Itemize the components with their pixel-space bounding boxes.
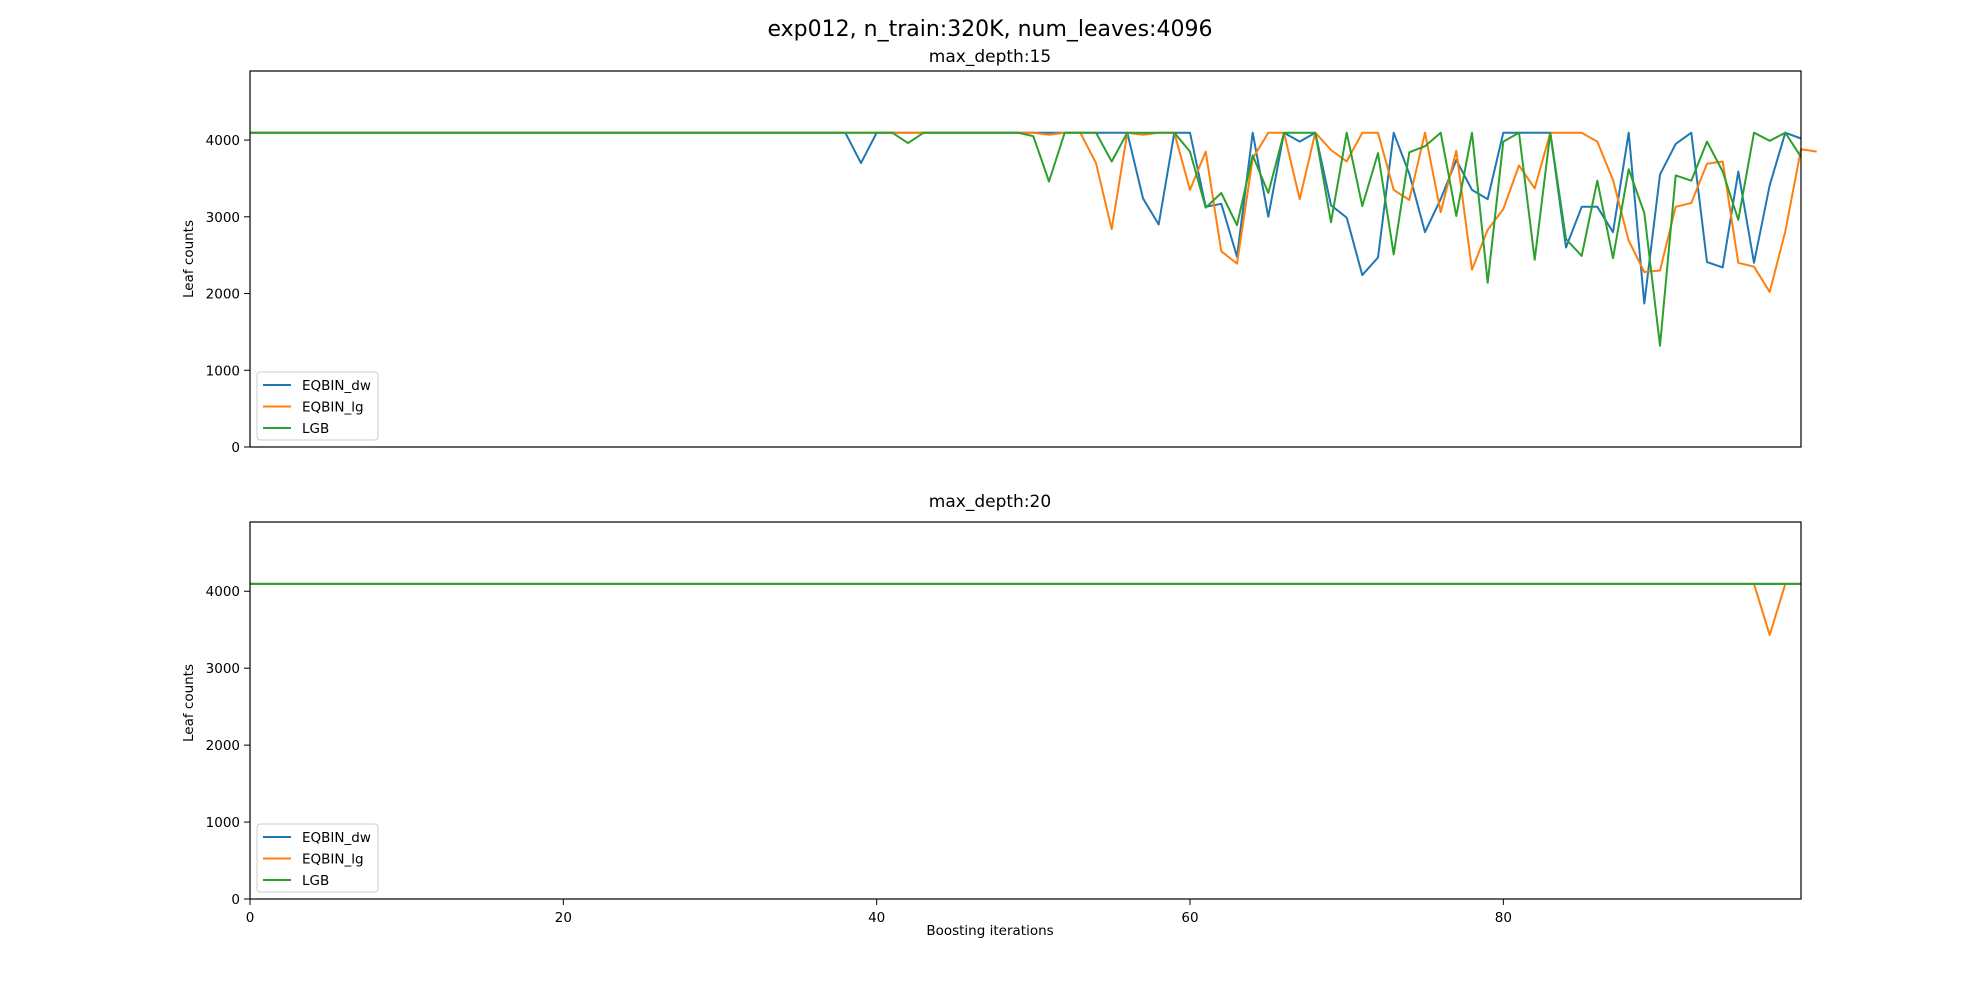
y-tick-label: 2000 [206, 287, 240, 303]
subplot-title: max_depth:20 [929, 492, 1051, 512]
y-tick-label: 4000 [206, 133, 240, 149]
axes-frame [249, 521, 1802, 900]
x-tick-label: 0 [246, 910, 255, 926]
x-tick-label: 60 [1181, 910, 1198, 926]
series-line-lgb [250, 131, 1802, 347]
x-axis-label: Boosting iterations [926, 923, 1053, 939]
plot-area: 0 1000 2000 3000 4000 EQBIN_dw EQBIN_lg LGB [206, 70, 1817, 456]
legend-label: EQBIN_dw [302, 830, 371, 846]
y-axis-label: Leaf counts [181, 220, 197, 298]
y-tick-label: 1000 [206, 815, 240, 831]
subplot-max-depth-15: max_depth:15 01000200030004000EQBIN_dwEQ… [181, 47, 1817, 456]
axes-frame [249, 70, 1802, 448]
x-tick-label: 20 [555, 910, 572, 926]
y-axis-label: Leaf counts [181, 664, 197, 742]
y-tick-label: 3000 [206, 210, 240, 226]
y-tick-label: 3000 [206, 661, 240, 677]
legend-label: EQBIN_lg [302, 400, 364, 416]
legend-label: EQBIN_dw [302, 378, 371, 394]
y-tick-label: 0 [231, 892, 240, 908]
y-tick-label: 1000 [206, 363, 240, 379]
figure-title: exp012, n_train:320K, num_leaves:4096 [768, 17, 1213, 42]
legend-label: LGB [302, 421, 329, 437]
legend-label: EQBIN_lg [302, 852, 364, 868]
y-tick-label: 4000 [206, 584, 240, 600]
legend: EQBIN_dw EQBIN_lg LGB [256, 371, 379, 441]
subplot-max-depth-20: max_depth:20 0 1000 2000 3000 4000 0 20 40 60 80 E… [181, 492, 1802, 939]
x-tick-label: 40 [868, 910, 885, 926]
legend: EQBIN_dw EQBIN_lg LGB [256, 823, 379, 893]
y-tick-label: 2000 [206, 738, 240, 754]
legend-label: LGB [302, 873, 329, 889]
y-tick-label: 0 [231, 440, 240, 456]
subplot-title: max_depth:15 [929, 47, 1051, 67]
x-tick-label: 80 [1495, 910, 1512, 926]
legend-box [256, 371, 379, 441]
legend-box [256, 823, 379, 893]
